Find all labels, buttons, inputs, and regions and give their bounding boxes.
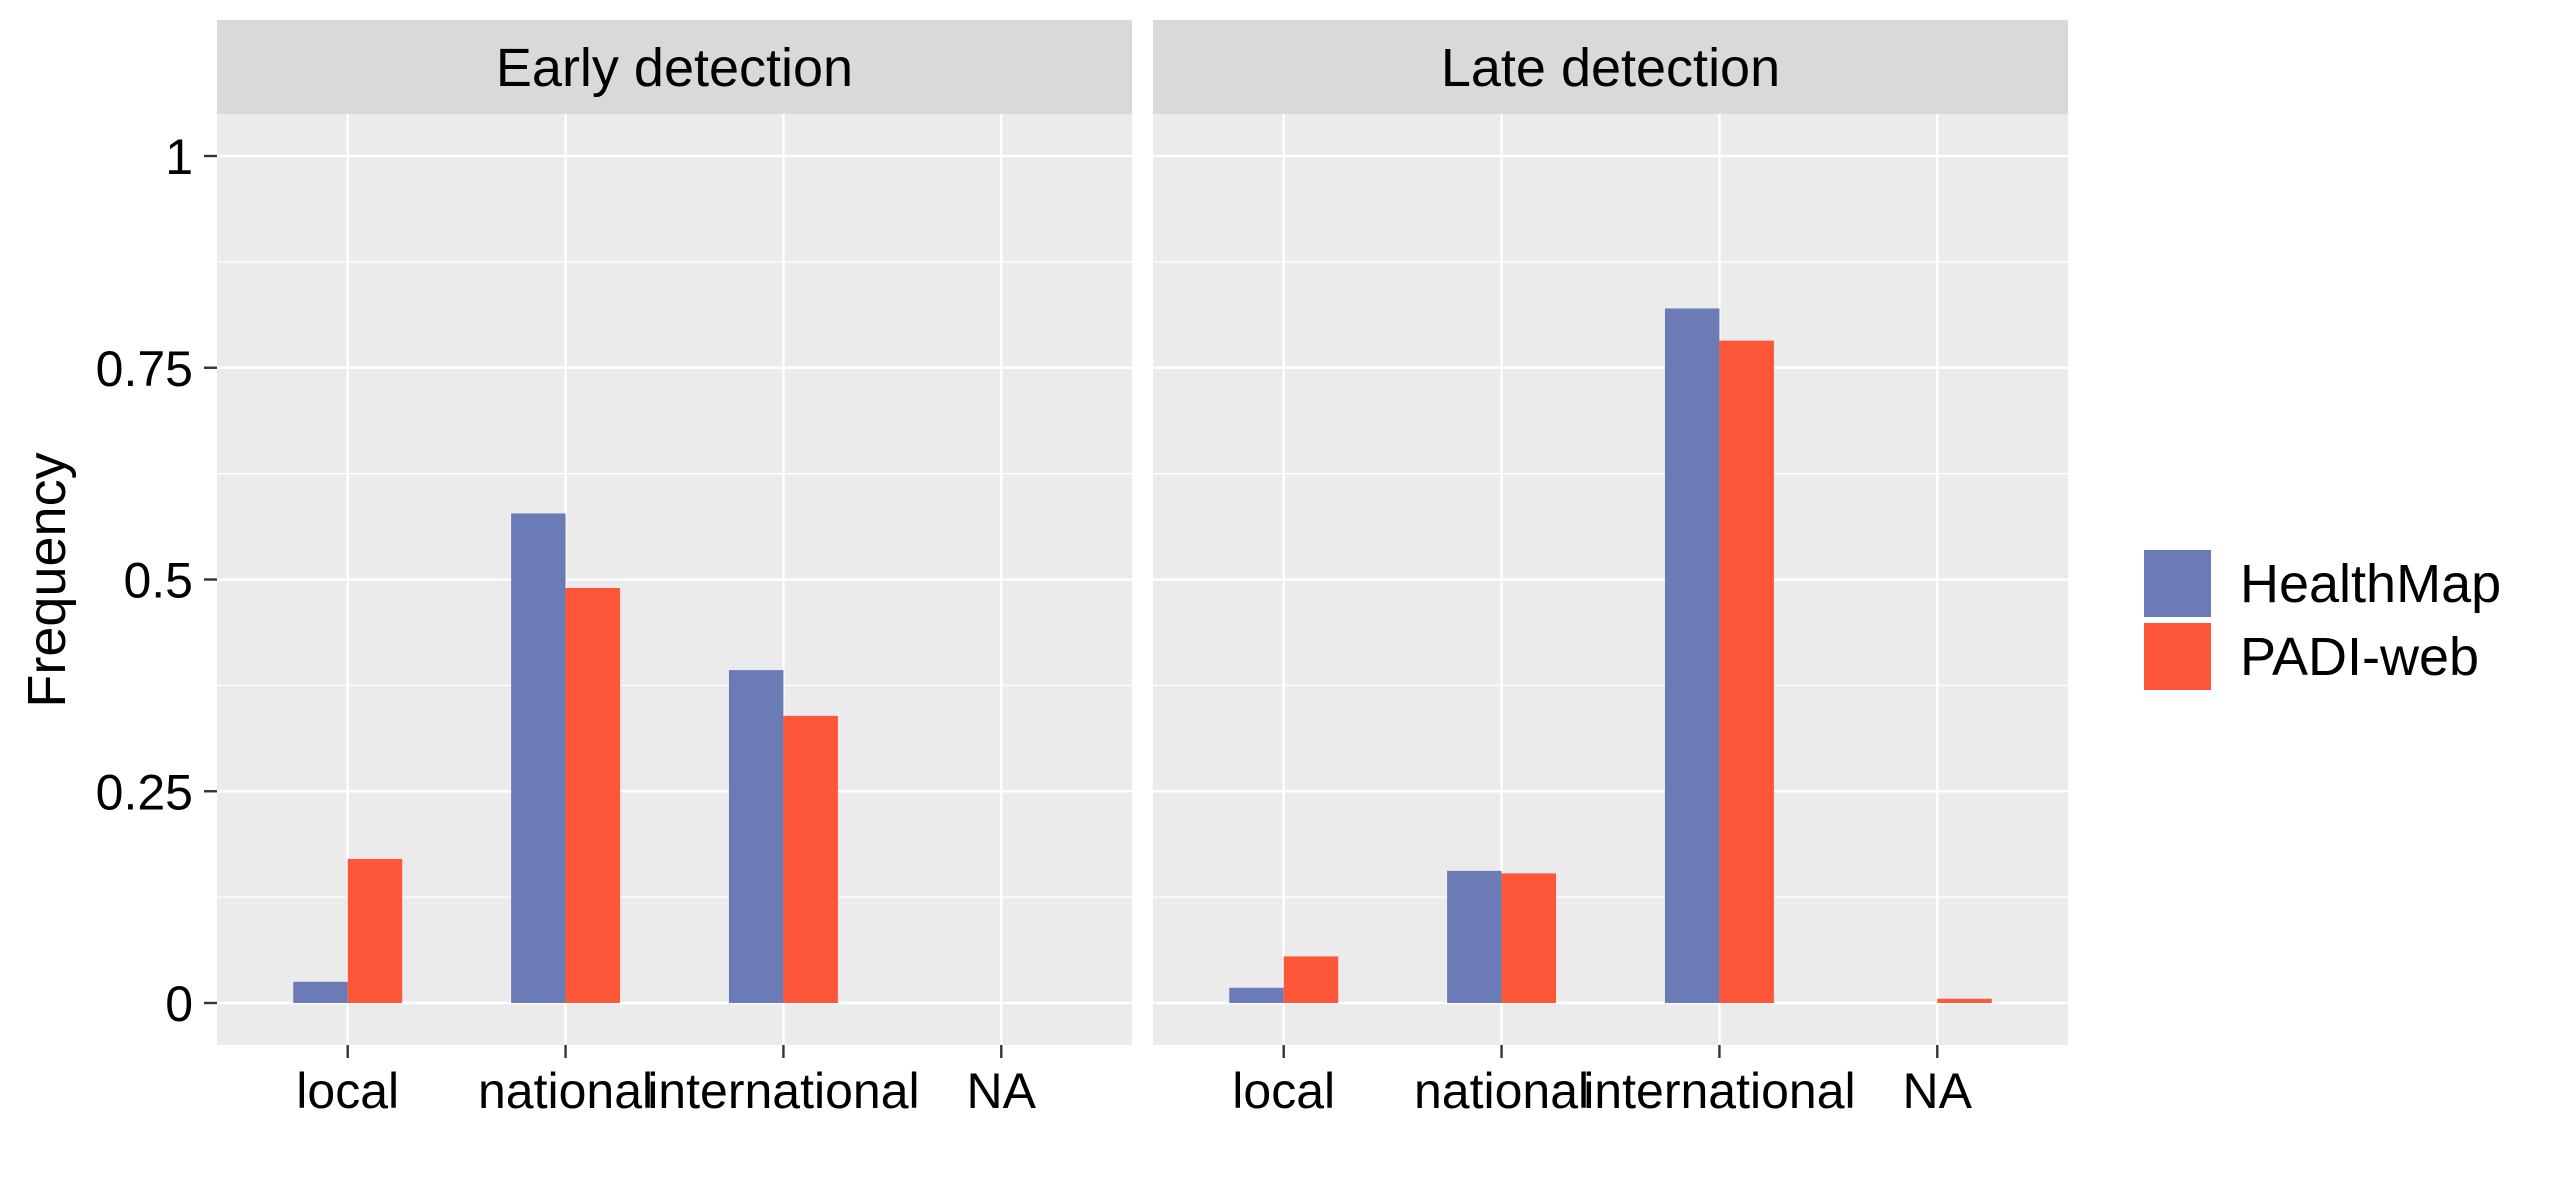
- x-tick-label: national: [1414, 1063, 1589, 1119]
- y-tick-label: 0.5: [123, 553, 193, 609]
- x-tick-label: national: [478, 1063, 653, 1119]
- bar-padi-web-na: [1937, 998, 1992, 1003]
- x-tick-label: international: [647, 1063, 919, 1119]
- y-tick-label: 0.75: [96, 341, 193, 397]
- y-axis: 0 0.25 0.5 0.75 1: [96, 129, 217, 1032]
- bar-padi-web-local: [347, 859, 403, 1003]
- bar-healthmap-international: [1664, 308, 1720, 1004]
- legend-key-healthmap: [2144, 550, 2211, 617]
- bar-healthmap-national: [1447, 870, 1502, 1003]
- y-tick-label: 0.25: [96, 764, 193, 820]
- legend-label: HealthMap: [2240, 554, 2501, 614]
- bar-healthmap-international: [728, 670, 784, 1003]
- facet-strip: [1153, 20, 2068, 114]
- bar-padi-web-international: [783, 715, 838, 1003]
- y-axis-title: Frequency: [17, 452, 77, 707]
- panel-1: Early detection local nationalinternationa…: [217, 20, 1132, 1119]
- facet-title: Early detection: [496, 38, 853, 98]
- y-tick-label: 0: [165, 976, 193, 1032]
- x-tick-label: local: [296, 1063, 399, 1119]
- facet-strip: [217, 20, 1132, 114]
- bar-padi-web-national: [565, 587, 621, 1003]
- bar-padi-web-international: [1719, 340, 1774, 1003]
- facet-title: Late detection: [1441, 38, 1780, 98]
- x-tick-label: NA: [1903, 1063, 1973, 1119]
- bar-healthmap-local: [293, 981, 348, 1003]
- bar-healthmap-local: [1229, 987, 1284, 1003]
- panel-2: Late detection local nationalinternational…: [1153, 20, 2068, 1119]
- legend: HealthMap PADI-web: [2144, 550, 2501, 690]
- x-tick-label: local: [1232, 1063, 1335, 1119]
- y-tick-label: 1: [165, 129, 193, 185]
- legend-label: PADI-web: [2240, 627, 2479, 687]
- bar-healthmap-national: [511, 513, 566, 1003]
- legend-key-padi-web: [2144, 623, 2211, 690]
- x-tick-label: international: [1583, 1063, 1855, 1119]
- bar-padi-web-national: [1501, 873, 1557, 1003]
- bar-padi-web-local: [1283, 956, 1339, 1003]
- x-tick-label: NA: [967, 1063, 1037, 1119]
